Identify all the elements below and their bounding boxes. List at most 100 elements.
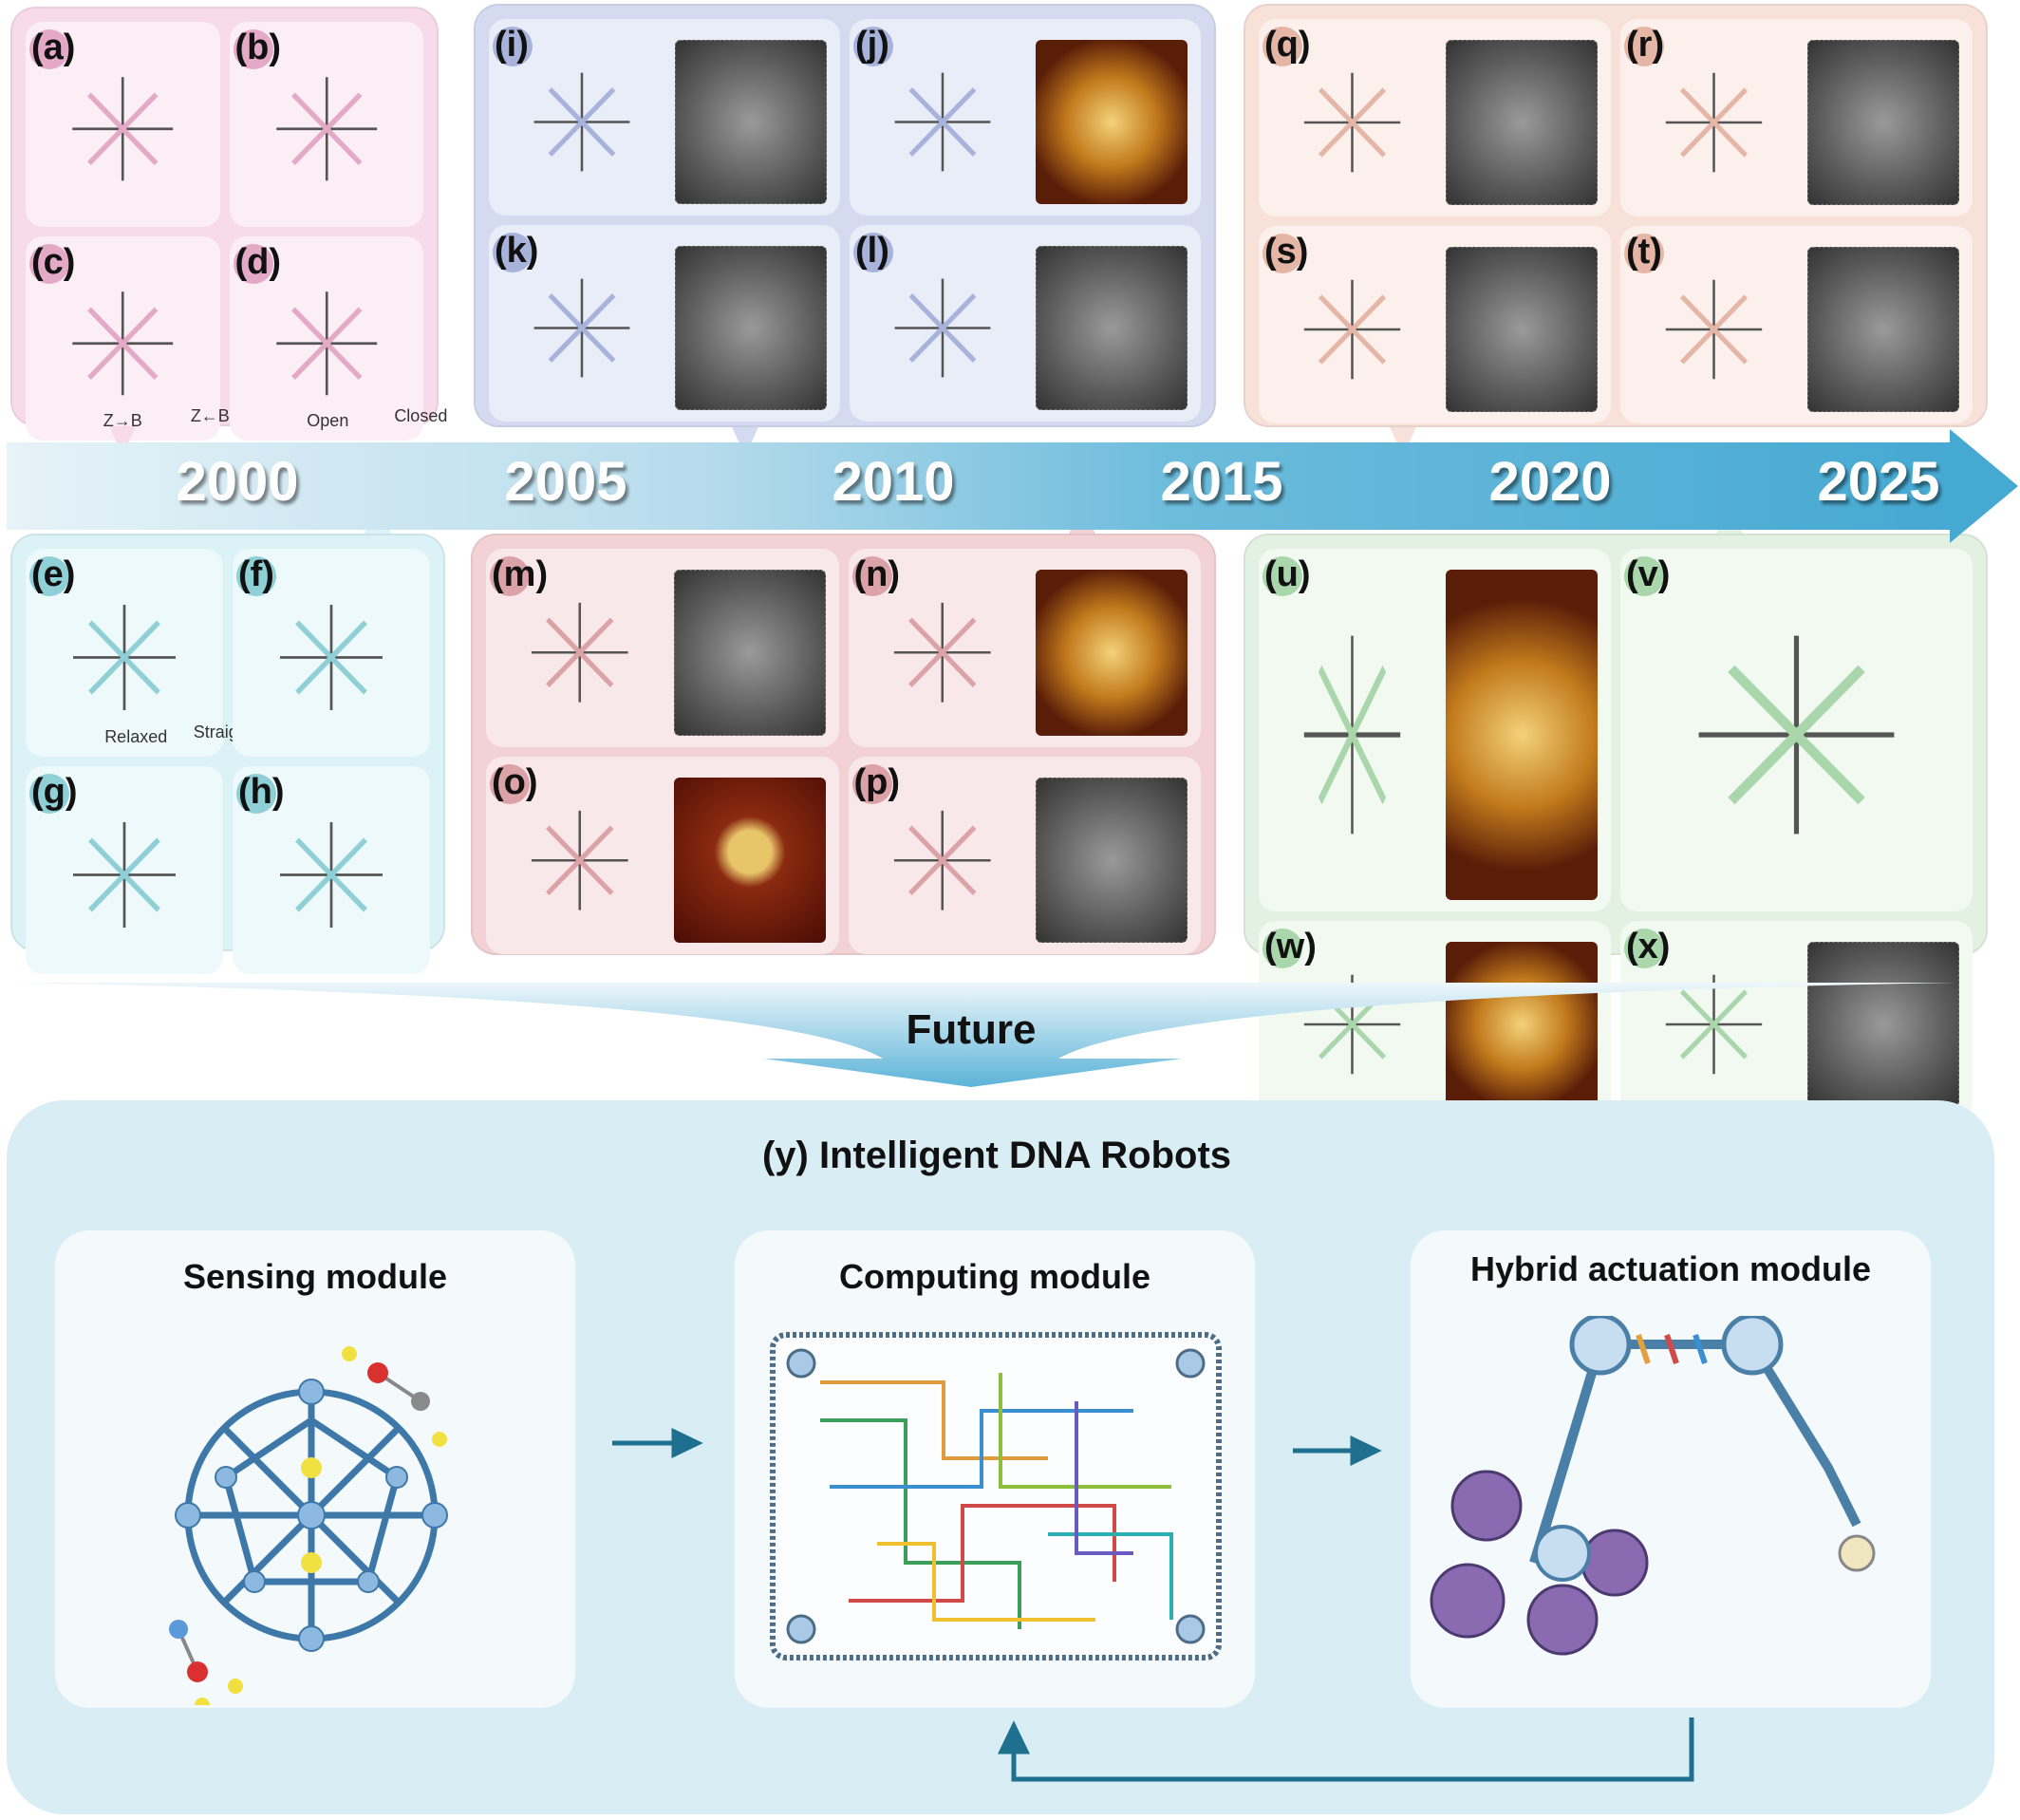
figure-panel-h: (h) <box>233 766 430 974</box>
figure-panel-k: (k) <box>489 225 840 422</box>
panel-group-1: (a) (b) (c) Z→B Z←B (d) Open Closed <box>10 7 447 441</box>
schematic-image <box>863 246 1022 410</box>
figure-panel-d: (d) Open Closed <box>229 235 447 441</box>
year-2010: 2010 <box>832 451 955 513</box>
micrograph-image <box>1807 942 1959 1107</box>
panel-annotation: Z←B <box>190 406 230 425</box>
schematic-image <box>39 787 210 963</box>
computing-module-title: Computing module <box>839 1257 1150 1296</box>
panel-annotation: Z→B <box>103 411 142 430</box>
panel-annotation: Open <box>307 411 349 430</box>
figure-panel-w: (w) <box>1259 921 1611 1118</box>
sensing-sphere-illustration <box>169 1346 448 1705</box>
panel-group-5: (m) (n) (o) (p) <box>471 534 1216 955</box>
panel-label: (g) <box>29 772 78 814</box>
panel-label: (q) <box>1262 25 1311 66</box>
panel-label: (s) <box>1262 232 1309 273</box>
panel-label: (m) <box>489 554 549 596</box>
panel-label: (a) <box>28 28 76 69</box>
panel-label: (d) <box>233 241 282 284</box>
panel-group-4: (e)RelaxedStraightened(f) (g) (h) <box>10 534 445 974</box>
figure-panel-a: (a) <box>26 22 220 227</box>
timeline-arrow <box>7 442 1950 530</box>
figure-panel-r: (r) <box>1620 19 1973 216</box>
year-2000: 2000 <box>176 451 299 513</box>
schematic-image <box>246 570 417 745</box>
schematic-image <box>502 40 662 204</box>
year-2005: 2005 <box>504 451 627 513</box>
afm-image <box>1036 40 1188 204</box>
panel-label: (c) <box>28 241 76 284</box>
timeline-arrowhead <box>1950 429 2018 543</box>
schematic-image <box>246 787 417 963</box>
robots-title: (y) Intelligent DNA Robots <box>761 1135 1232 1176</box>
schematic-image <box>1634 40 1794 205</box>
figure-panel-v: (v) <box>1620 549 1973 911</box>
panel-label: (u) <box>1262 554 1311 596</box>
computing-module: Computing module <box>735 1230 1255 1708</box>
schematic-image <box>1634 570 1959 900</box>
schematic-image <box>39 257 207 430</box>
panel-label: (x) <box>1623 927 1671 968</box>
hybrid-actuation-module: Hybrid actuation module <box>1411 1230 1931 1708</box>
micrograph-image <box>1036 777 1188 943</box>
panel-label: (p) <box>851 761 901 804</box>
panel-group-2: (i) (j) (k) (l) <box>474 4 1216 427</box>
panel-label: (w) <box>1262 927 1317 968</box>
panel-label: (i) <box>493 25 533 66</box>
panel-group-6: (u) (v) (w) (x) <box>1244 534 1988 1118</box>
hybrid-actuation-module-title: Hybrid actuation module <box>1469 1249 1872 1288</box>
figure-panel-u: (u) <box>1259 549 1611 911</box>
schematic-image <box>243 43 411 216</box>
schematic-image <box>862 778 1023 944</box>
figure-panel-j: (j) <box>850 19 1201 216</box>
micrograph-image <box>1807 40 1959 205</box>
panel-label: (j) <box>853 25 893 66</box>
panel-annotation: Closed <box>394 406 448 425</box>
figure-panel-f: (f) <box>233 549 430 757</box>
panel-group-3: (q) (r) (s) (t) <box>1244 4 1988 427</box>
afm-image <box>1446 570 1598 900</box>
figure-panel-n: (n) <box>848 549 1201 747</box>
schematic-image <box>1634 247 1794 412</box>
figure-panel-e: (e)RelaxedStraightened <box>26 549 290 757</box>
year-2020: 2020 <box>1488 451 1612 513</box>
micrograph-image <box>675 40 827 204</box>
schematic-image <box>863 40 1022 204</box>
year-2015: 2015 <box>1160 451 1283 513</box>
year-2025: 2025 <box>1817 451 1940 513</box>
schematic-image <box>39 43 207 216</box>
future-label: Future <box>906 1006 1037 1053</box>
micrograph-image <box>1807 247 1959 412</box>
figure-panel-l: (l) <box>850 225 1201 422</box>
panel-label: (b) <box>233 28 282 69</box>
figure-panel-m: (m) <box>486 549 839 747</box>
schematic-image <box>1272 40 1432 205</box>
robot-arm-illustration <box>1430 1316 1876 1656</box>
circuit-board-illustration <box>770 1332 1222 1661</box>
micrograph-image <box>1446 40 1598 205</box>
afm-red-image <box>673 777 826 943</box>
schematic-image <box>243 257 411 430</box>
schematic-image <box>1272 247 1432 412</box>
micrograph-image <box>1036 246 1188 410</box>
figure-panel-g: (g) <box>26 766 223 974</box>
panel-label: (l) <box>853 231 893 272</box>
sensing-module: Sensing module <box>55 1230 575 1708</box>
figure-panel-q: (q) <box>1259 19 1611 216</box>
schematic-image <box>862 570 1023 736</box>
figure-panel-x: (x) <box>1620 921 1973 1118</box>
schematic-image <box>499 778 661 944</box>
micrograph-image <box>1446 247 1598 412</box>
panel-label: (t) <box>1624 232 1664 273</box>
panel-label: (o) <box>490 761 538 804</box>
panel-label: (e) <box>28 554 76 596</box>
figure-panel-i: (i) <box>489 19 840 216</box>
figure-panel-o: (o) <box>486 756 839 954</box>
figure-panel-s: (s) <box>1259 226 1611 423</box>
future-funnel-arrow <box>9 983 1955 1087</box>
panel-label: (h) <box>236 772 285 814</box>
panel-label: (r) <box>1623 25 1665 66</box>
figure-panel-b: (b) <box>229 22 423 227</box>
